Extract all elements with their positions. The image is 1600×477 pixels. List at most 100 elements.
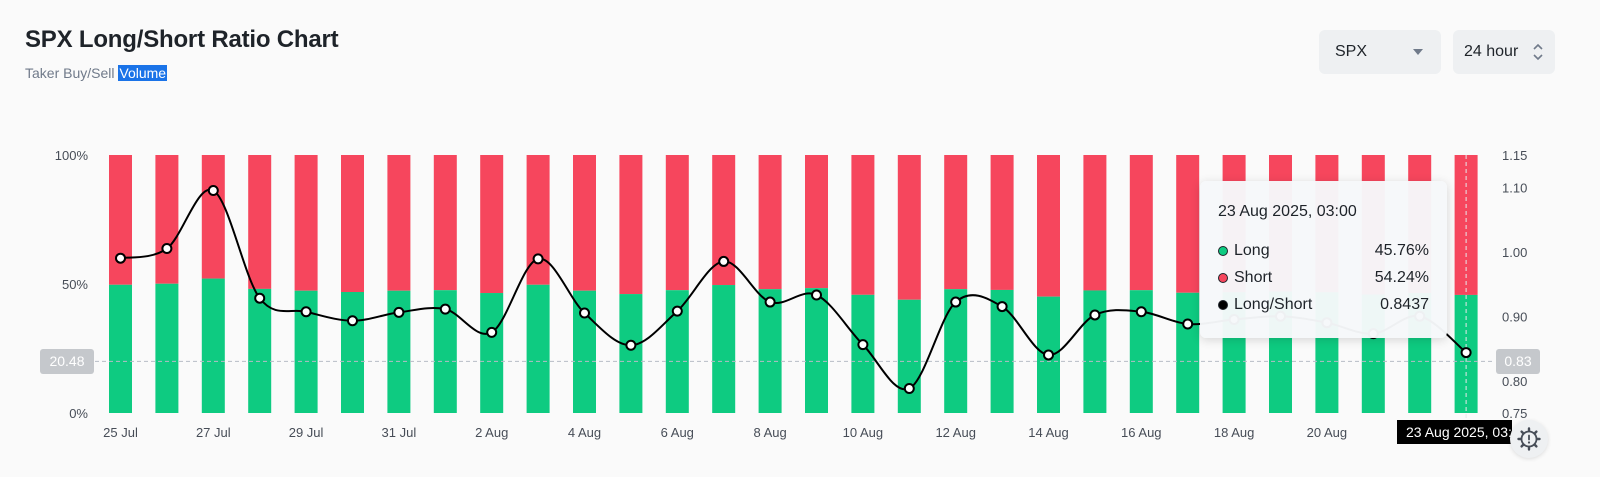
- x-tick-label: 2 Aug: [475, 425, 508, 440]
- ratio-point: [207, 184, 219, 196]
- short-bar: [1176, 155, 1200, 293]
- tooltip-row-ratio: Long/Short 0.8437: [1218, 291, 1429, 318]
- tooltip-row-long: Long 45.76%: [1218, 237, 1429, 264]
- short-bar: [387, 155, 411, 291]
- ratio-point: [718, 255, 730, 267]
- ratio-point: [1182, 318, 1194, 330]
- ratio-point: [996, 301, 1008, 313]
- short-bar: [480, 155, 504, 294]
- short-bar: [201, 155, 225, 279]
- long-bar: [944, 289, 968, 413]
- ratio-point: [764, 296, 776, 308]
- long-bar: [1083, 290, 1107, 413]
- long-bar: [712, 285, 736, 413]
- y-right-tick-label: 1.00: [1502, 245, 1527, 260]
- tooltip-value: 54.24%: [1374, 268, 1429, 286]
- short-bar: [619, 155, 643, 295]
- ratio-point: [161, 243, 173, 255]
- long-bar: [573, 290, 596, 413]
- x-tick-label: 10 Aug: [843, 425, 884, 440]
- tooltip-value: 0.8437: [1380, 295, 1429, 313]
- short-bar: [1037, 155, 1060, 297]
- tooltip-label: Short: [1234, 268, 1273, 286]
- period-select-value: 24 hour: [1464, 43, 1519, 60]
- ratio-point: [439, 303, 451, 315]
- help-icon: [1517, 427, 1541, 451]
- ratio-point: [347, 315, 358, 327]
- x-tick-label: 12 Aug: [935, 425, 976, 440]
- x-tick-label: 6 Aug: [661, 425, 694, 440]
- long-bar: [619, 294, 643, 413]
- short-bar: [944, 155, 968, 290]
- long-bar: [990, 289, 1014, 413]
- subtitle-selected-text: Volume: [118, 65, 168, 81]
- x-tick-label: 27 Jul: [196, 425, 231, 440]
- short-bar: [248, 155, 272, 289]
- ratio-point: [950, 296, 962, 308]
- short-bar: [155, 155, 179, 284]
- x-tick-label: 16 Aug: [1121, 425, 1162, 440]
- tooltip-row-short: Short 54.24%: [1218, 264, 1429, 291]
- x-tick-label: 14 Aug: [1028, 425, 1069, 440]
- chevron-down-icon: [1413, 49, 1423, 55]
- ratio-point: [393, 306, 405, 318]
- y-left-tick-label: 50%: [62, 277, 88, 292]
- x-tick-label: 8 Aug: [753, 425, 786, 440]
- x-tick-label: 25 Jul: [103, 425, 138, 440]
- long-bar: [294, 290, 318, 413]
- x-tick-label: 18 Aug: [1214, 425, 1255, 440]
- long-bar: [665, 290, 689, 413]
- help-button[interactable]: [1510, 420, 1548, 458]
- tooltip-label: Long/Short: [1234, 295, 1313, 313]
- long-bar: [480, 293, 504, 413]
- ratio-point: [671, 305, 683, 317]
- symbol-select-value: SPX: [1335, 43, 1368, 60]
- tooltip-date: 23 Aug 2025, 03:00: [1218, 203, 1357, 220]
- ratio-point: [579, 307, 590, 319]
- x-tick-label: 20 Aug: [1307, 425, 1348, 440]
- ratio-point: [1460, 347, 1472, 359]
- long-bar: [201, 278, 225, 413]
- y-right-tick-label: 1.15: [1502, 148, 1527, 163]
- long-dot-icon: [1218, 245, 1228, 256]
- ratio-point: [532, 253, 544, 265]
- chart-subtitle: Taker Buy/Sell Volume: [25, 65, 168, 81]
- tooltip-label: Long: [1234, 241, 1270, 259]
- ratio-point: [811, 289, 822, 301]
- up-down-arrows-icon: [1533, 43, 1543, 61]
- y-right-tick-label: 0.75: [1502, 406, 1527, 421]
- crosshair-right-value: 0.83: [1496, 349, 1540, 374]
- short-bar: [712, 155, 736, 286]
- short-bar: [341, 155, 364, 292]
- y-right-tick-label: 0.80: [1502, 374, 1527, 389]
- chart-tooltip: 23 Aug 2025, 03:00 Long 45.76% Short 54.…: [1200, 181, 1447, 338]
- y-right-tick-label: 0.90: [1502, 309, 1527, 324]
- long-bar: [897, 299, 921, 413]
- long-bar: [433, 290, 457, 413]
- long-bar: [341, 291, 364, 413]
- long-bar: [1176, 292, 1200, 413]
- short-bar: [758, 155, 782, 290]
- short-bar: [109, 155, 132, 285]
- short-bar: [897, 155, 921, 300]
- symbol-select[interactable]: SPX: [1319, 30, 1441, 74]
- long-bar: [758, 289, 782, 413]
- short-bar: [1083, 155, 1107, 291]
- long-bar: [526, 284, 550, 413]
- short-dot-icon: [1218, 272, 1228, 283]
- y-left-tick-label: 0%: [69, 406, 88, 421]
- y-right-tick-label: 1.10: [1502, 180, 1527, 195]
- short-bar: [573, 155, 596, 291]
- long-bar: [1129, 290, 1153, 413]
- short-bar: [990, 155, 1014, 290]
- short-bar: [1454, 155, 1478, 295]
- long-bar: [109, 284, 132, 413]
- long-bar: [851, 294, 875, 413]
- ratio-point: [857, 339, 869, 351]
- ratio-point: [115, 252, 126, 264]
- subtitle-text: Taker Buy/Sell: [25, 65, 119, 81]
- period-select[interactable]: 24 hour: [1453, 30, 1555, 74]
- x-tick-label: 31 Jul: [382, 425, 417, 440]
- ratio-point: [300, 306, 312, 318]
- crosshair-date-label: 23 Aug 2025, 03:00: [1397, 420, 1512, 444]
